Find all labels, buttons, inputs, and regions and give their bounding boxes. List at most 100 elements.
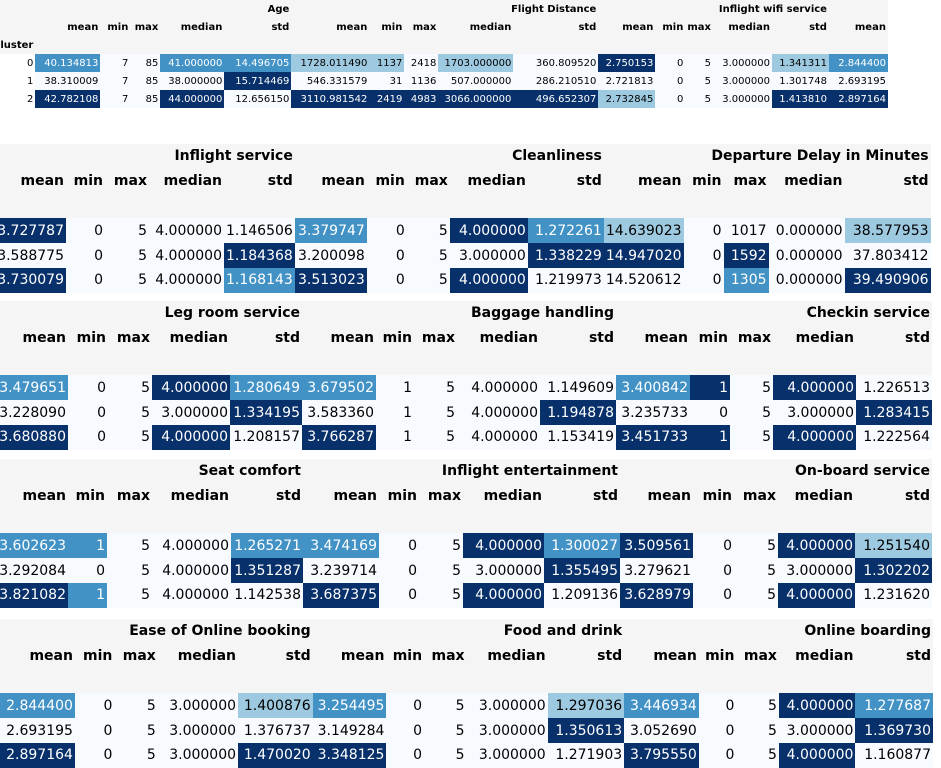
cell: 0 — [74, 718, 115, 743]
cell: 1.341311 — [771, 54, 829, 72]
cell: 3.680880 — [0, 424, 68, 450]
col-header-std: std — [230, 325, 302, 351]
cell: 2.897164 — [0, 742, 75, 768]
table-row: 2.897164 0 5 3.000000 1.470020 3.348125 … — [0, 742, 933, 768]
cell: 3.149284 — [312, 718, 387, 743]
cell: 3.228090 — [0, 400, 68, 425]
col-header-max: max — [108, 325, 152, 351]
cell: 4.000000 — [463, 582, 544, 608]
col-header-mean: mean — [303, 483, 379, 509]
table-row: 3.730079 0 5 4.000000 1.168143 3.513023 … — [0, 267, 931, 293]
cell: 7 — [100, 54, 131, 72]
cell: 0 — [693, 533, 734, 559]
spacer-row — [0, 193, 931, 219]
cell: 4.000000 — [773, 375, 856, 401]
cell: 5 — [406, 243, 450, 268]
cell: 2419 — [369, 90, 405, 108]
cell: 0 — [366, 218, 407, 244]
cell: 1.209136 — [544, 582, 620, 608]
col-header-median: median — [778, 483, 855, 509]
cell: 0 — [68, 558, 107, 583]
cell: 5 — [406, 267, 450, 293]
cell: 3.821082 — [0, 582, 68, 608]
cell: 5 — [114, 718, 158, 743]
cell: 0 — [366, 267, 407, 293]
stats-table-block-1: Age Flight Distance Inflight wifi servic… — [0, 0, 888, 108]
cell: 3.588775 — [0, 243, 66, 268]
cell: 0 — [386, 693, 425, 719]
cell: 0 — [386, 718, 425, 743]
cell: 1.251540 — [855, 533, 932, 559]
cell: 0 — [655, 90, 686, 108]
cell: 0 — [655, 72, 686, 90]
group-header: Departure Delay in Minutes — [603, 144, 931, 169]
cell: 3.474169 — [303, 533, 379, 559]
col-header-min: min — [690, 325, 730, 351]
col-header-min: min — [376, 325, 414, 351]
cell: 3.766287 — [302, 424, 376, 450]
cell: 1 — [690, 424, 730, 450]
col-header-max: max — [419, 483, 463, 509]
cell: 42.782108 — [35, 90, 101, 108]
cell: 286.210510 — [513, 72, 599, 90]
cell: 5 — [406, 218, 450, 244]
col-header-median: median — [152, 483, 231, 509]
table-row: 2 42.782108 7 85 44.000000 12.656150 311… — [0, 90, 888, 108]
cell: 5 — [685, 90, 713, 108]
cell: 1.400876 — [238, 693, 313, 719]
col-header-median: median — [768, 168, 845, 194]
table-row: 3.479651 0 5 4.000000 1.280649 3.679502 … — [0, 375, 932, 401]
cell: 0 — [68, 375, 108, 401]
col-header-mean: mean — [598, 18, 656, 36]
group-header: On-board service — [620, 459, 932, 484]
cell: 1.184368 — [224, 243, 295, 268]
col-header-min: min — [100, 18, 131, 36]
cell: 38.000000 — [160, 72, 225, 90]
cell: 2.844400 — [0, 693, 75, 719]
cell: 3.000000 — [712, 90, 772, 108]
cell: 1.153419 — [540, 424, 616, 450]
col-header-min: min — [655, 18, 686, 36]
col-header-mean: mean — [294, 168, 367, 194]
cell: 5 — [424, 693, 467, 719]
cell: 0 — [698, 693, 737, 719]
cell: 3110.981542 — [291, 90, 370, 108]
stat-header-row: mean min max median std mean min max med… — [0, 168, 931, 194]
cell: 1.338229 — [527, 243, 604, 268]
col-header-std: std — [855, 643, 933, 669]
cell: 1 — [68, 533, 107, 559]
col-header-std: std — [527, 168, 604, 194]
cell: 0 — [698, 718, 737, 743]
col-header-median: median — [438, 18, 514, 36]
cell: 546.331579 — [291, 72, 370, 90]
cell: 5 — [730, 400, 773, 425]
group-header: Inflight wifi service — [598, 0, 829, 18]
stat-header-row: mean min max median std mean min max med… — [0, 18, 888, 36]
cell: 39.490906 — [844, 267, 931, 293]
cell: 5 — [108, 400, 152, 425]
col-header-median: median — [463, 483, 544, 509]
cell: 1.470020 — [238, 742, 313, 768]
cell: 3.000000 — [778, 718, 856, 743]
cell: 38.310009 — [35, 72, 101, 90]
cell: 3.000000 — [157, 693, 239, 719]
cell: 0 — [66, 267, 105, 293]
cell: 1136 — [404, 72, 439, 90]
cell: 5 — [424, 718, 467, 743]
cell: 1.272261 — [527, 218, 604, 244]
col-header-median: median — [457, 325, 540, 351]
cell: 0 — [379, 582, 419, 608]
cell: 3.239714 — [303, 558, 379, 583]
cell: 0 — [379, 558, 419, 583]
cell: 4.000000 — [449, 267, 528, 293]
cell: 5 — [736, 718, 779, 743]
group-header: Inflight entertainment — [303, 459, 620, 484]
cell: 85 — [130, 72, 161, 90]
col-header-mean: mean — [291, 18, 370, 36]
cell: 3.000000 — [773, 400, 856, 425]
col-header-median: median — [152, 325, 230, 351]
cell: 1.351287 — [231, 558, 303, 583]
cell: 5 — [736, 742, 779, 768]
col-header-median: median — [157, 643, 239, 669]
cell: 3.513023 — [294, 267, 367, 293]
